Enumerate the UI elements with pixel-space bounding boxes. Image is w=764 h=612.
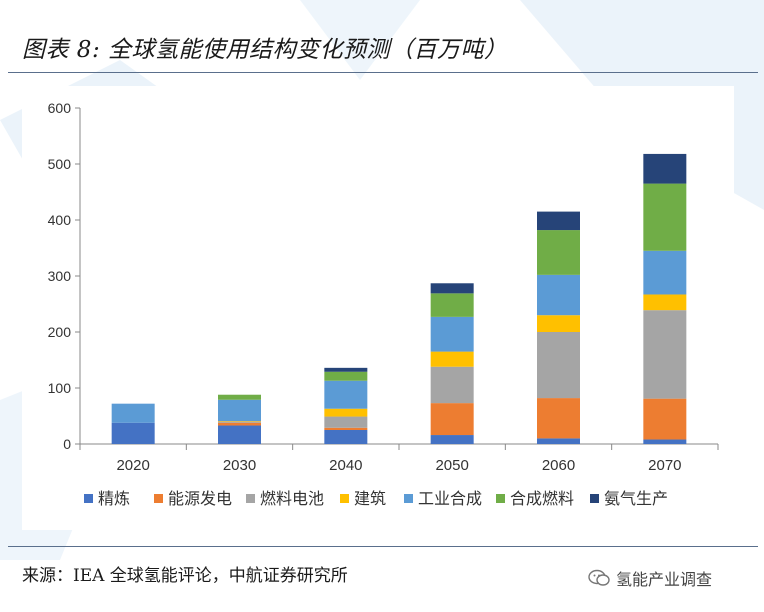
title-bar: 图表 8: 全球氢能使用结构变化预测（百万吨） xyxy=(8,20,758,73)
legend-label: 能源发电 xyxy=(168,489,232,508)
legend-swatch xyxy=(84,494,93,503)
bar-segment xyxy=(324,427,368,430)
legend-swatch xyxy=(496,494,505,503)
bar-segment xyxy=(430,366,474,404)
bar-segment xyxy=(537,315,580,332)
bar-segment xyxy=(111,403,155,423)
bar-segment xyxy=(643,250,687,295)
bar-segment xyxy=(430,316,474,352)
bar-segment xyxy=(218,394,261,400)
y-tick-label: 200 xyxy=(48,324,72,340)
bar-segment xyxy=(111,422,155,444)
y-tick-label: 500 xyxy=(48,156,72,172)
bar-segment xyxy=(643,398,687,440)
x-tick-label: 2070 xyxy=(648,457,681,474)
legend-label: 精炼 xyxy=(98,489,130,508)
bar-segment xyxy=(430,435,474,444)
source-divider xyxy=(8,546,758,547)
x-tick-label: 2030 xyxy=(223,457,256,474)
x-tick-label: 2050 xyxy=(435,457,468,474)
legend-label: 工业合成 xyxy=(418,489,482,508)
bar-segment xyxy=(324,416,368,428)
x-tick-label: 2040 xyxy=(329,457,362,474)
legend-label: 建筑 xyxy=(354,489,386,508)
bar-segment xyxy=(643,153,687,184)
y-tick-label: 0 xyxy=(63,436,71,452)
bar-segment xyxy=(218,421,261,422)
legend-label: 合成燃料 xyxy=(510,489,574,508)
watermark: 氢能产业调查 xyxy=(588,566,712,590)
stacked-bar-chart: 0 100 200 300 400 500 600 2020 2030 2040 2050 2060 2… xyxy=(48,100,719,508)
x-tick-label: 2060 xyxy=(542,457,575,474)
bar-segment xyxy=(430,351,474,367)
bar-segment xyxy=(537,438,580,444)
bar-segment xyxy=(324,430,368,444)
bar-segment xyxy=(537,274,580,316)
y-tick-label: 100 xyxy=(48,380,72,396)
bar-segment xyxy=(324,408,368,417)
bar-segment xyxy=(537,398,580,439)
watermark-text: 氢能产业调查 xyxy=(616,570,713,589)
x-tick-label: 2020 xyxy=(116,457,149,474)
bar-segment xyxy=(537,230,580,275)
bar-segment xyxy=(218,421,261,423)
bar-segment xyxy=(218,422,261,426)
bar-segment xyxy=(643,439,687,444)
bar-segment xyxy=(324,380,368,409)
legend-label: 氨气生产 xyxy=(604,489,668,508)
legend-swatch xyxy=(154,494,163,503)
y-tick-label: 300 xyxy=(48,268,72,284)
legend-swatch xyxy=(404,494,413,503)
bar-segment xyxy=(537,332,580,399)
bar-segment xyxy=(218,399,261,422)
wechat-icon xyxy=(588,569,610,586)
y-tick-label: 400 xyxy=(48,212,72,228)
legend-swatch xyxy=(590,494,599,503)
source-note: 来源：IEA 全球氢能评论，中航证券研究所 xyxy=(22,566,348,586)
bar-segment xyxy=(324,371,368,381)
bar-segment xyxy=(643,294,687,311)
legend-swatch xyxy=(246,494,255,503)
bar-segment xyxy=(537,211,580,231)
legend-label: 燃料电池 xyxy=(260,489,324,508)
bar-segment xyxy=(324,367,368,372)
bar-segment xyxy=(643,183,687,251)
bar-segment xyxy=(643,310,687,399)
legend-swatch xyxy=(340,494,349,503)
y-tick-label: 600 xyxy=(48,100,72,116)
bar-segment xyxy=(218,425,261,444)
bar-segment xyxy=(430,293,474,317)
bar-segment xyxy=(430,403,474,436)
chart-title: 图表 8: 全球氢能使用结构变化预测（百万吨） xyxy=(22,37,508,63)
bar-segment xyxy=(430,283,474,294)
chart-panel: 0 100 200 300 400 500 600 2020 2030 2040 2050 2060 2… xyxy=(22,86,734,530)
